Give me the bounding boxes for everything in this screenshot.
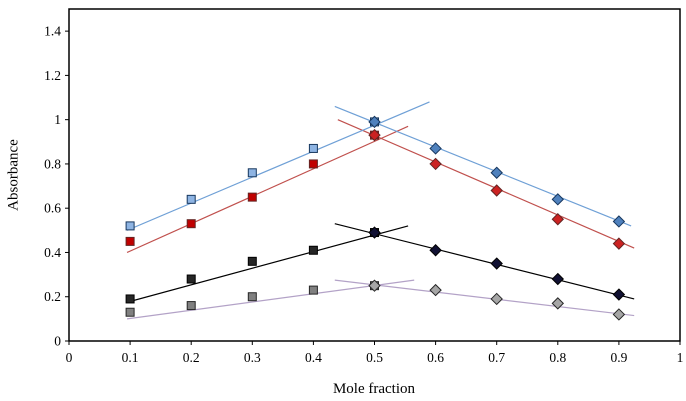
series-black-diamond-marker: [429, 244, 442, 257]
series-black-square-marker: [247, 256, 257, 266]
x-axis-title: Mole fraction: [332, 381, 416, 397]
series-gray-diamond-marker: [612, 308, 626, 321]
series-red-square-marker: [247, 192, 257, 202]
series-black-diamond-marker: [612, 288, 626, 301]
series-blue-square-marker: [186, 194, 196, 204]
series-gray-square-marker: [186, 301, 196, 311]
x-tick-label: 0.4: [305, 350, 322, 365]
x-tick-label: 0.2: [183, 350, 200, 365]
x-tick-label: 0.8: [549, 350, 566, 365]
series-red-diamond-marker: [490, 184, 503, 197]
series-black-diamond-marker: [368, 226, 381, 239]
x-tick-label: 0: [66, 350, 73, 365]
y-axis-title: Absorbance: [5, 139, 22, 211]
series-blue-diamond-marker: [429, 142, 442, 155]
series-red-square-marker: [125, 236, 135, 246]
series-red-square-marker: [308, 159, 318, 169]
series-blue-diamond-marker: [551, 193, 565, 206]
series-black-square-marker: [308, 245, 318, 255]
series-red-trendline: [337, 119, 635, 249]
series-black-square-marker: [186, 274, 196, 284]
series-black-trendline: [126, 225, 409, 303]
series-gray-trendline: [334, 279, 635, 317]
x-tick-label: 0.7: [488, 350, 505, 365]
series-red-diamond-marker: [429, 157, 442, 171]
series-gray-diamond-marker: [429, 283, 442, 297]
y-tick-label: 0.8: [44, 156, 61, 171]
series-red-diamond-marker: [368, 128, 381, 142]
y-tick-label: 1: [54, 112, 61, 127]
y-tick-label: 0.6: [44, 201, 61, 216]
series-red-diamond-marker: [612, 237, 626, 250]
x-tick-label: 0.9: [610, 350, 627, 365]
x-tick-label: 0.3: [244, 350, 261, 365]
series-black-diamond-marker: [490, 257, 503, 270]
series-gray-diamond-marker: [490, 292, 503, 306]
series-blue-diamond-marker: [612, 215, 626, 228]
series-red-trendline: [126, 125, 409, 254]
series-blue-trendline: [334, 105, 632, 227]
series-gray-trendline: [126, 279, 415, 320]
series-blue-diamond-marker: [490, 166, 503, 179]
y-tick-label: 1.4: [44, 24, 61, 39]
x-tick-label: 1: [677, 350, 684, 365]
x-tick-label: 0.1: [122, 350, 139, 365]
y-tick-label: 0.2: [44, 289, 61, 304]
series-gray-diamond-marker: [551, 297, 565, 310]
x-tick-label: 0.6: [427, 350, 444, 365]
series-black-square-marker: [125, 294, 135, 304]
series-red-diamond-marker: [551, 213, 565, 226]
series-blue-diamond-marker: [368, 115, 381, 129]
x-tick-label: 0.5: [366, 350, 383, 365]
series-gray-square-marker: [308, 285, 318, 295]
series-black-trendline: [334, 223, 635, 300]
y-tick-label: 1.2: [44, 68, 61, 83]
series-gray-diamond-marker: [368, 279, 381, 292]
series-gray-square-marker: [247, 292, 257, 302]
series-blue-square-marker: [308, 143, 318, 153]
y-tick-label: 0: [54, 334, 61, 349]
y-tick-label: 0.4: [44, 245, 61, 260]
series-red-square-marker: [186, 219, 196, 229]
series-gray-square-marker: [125, 307, 135, 317]
series-blue-square-marker: [125, 221, 135, 231]
series-black-diamond-marker: [551, 272, 565, 286]
series-blue-square-marker: [247, 168, 257, 178]
